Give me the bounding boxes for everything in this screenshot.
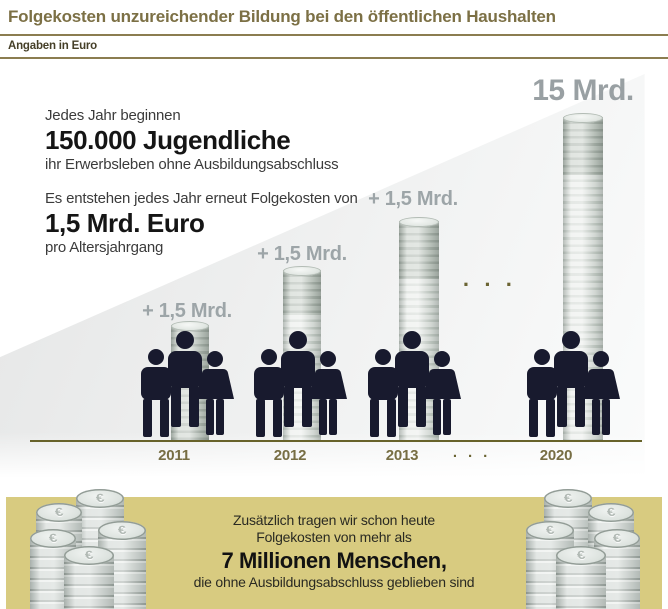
header-rule-top xyxy=(0,34,668,36)
intro-text: Jedes Jahr beginnen 150.000 Jugendliche … xyxy=(45,106,339,174)
total-label-2020: 15 Mrd. xyxy=(532,74,634,107)
euro-coin-stack: € xyxy=(556,546,606,609)
euro-symbol: € xyxy=(83,548,95,563)
coin-top-face xyxy=(399,217,439,227)
footer-line2: Folgekosten von mehr als xyxy=(256,529,412,545)
people-group-2020 xyxy=(519,323,623,441)
intro-highlight: 150.000 Jugendliche xyxy=(45,125,291,155)
coin-face: € xyxy=(526,521,574,540)
bar-label-2013: + 1,5 Mrd. xyxy=(368,188,458,210)
coin-face: € xyxy=(76,489,124,508)
euro-symbol: € xyxy=(47,531,59,546)
coin-face: € xyxy=(594,529,640,548)
people-icon xyxy=(527,331,620,437)
people-group-2013 xyxy=(360,323,464,441)
intro-line1: Jedes Jahr beginnen xyxy=(45,107,181,124)
footer-line1: Zusätzlich tragen wir schon heute xyxy=(233,512,435,528)
background-wedge-fade xyxy=(0,432,668,497)
header-rule-bottom xyxy=(0,57,668,59)
coin-top-face xyxy=(283,266,321,276)
people-group-2011 xyxy=(133,323,237,441)
coin-segment-dark xyxy=(399,221,439,279)
year-label-2011: 2011 xyxy=(158,447,190,464)
people-icon xyxy=(254,331,347,437)
coin-face: € xyxy=(64,546,114,565)
coin-face: € xyxy=(30,529,76,548)
footer-line4: die ohne Ausbildungsabschluss geblieben … xyxy=(193,574,475,590)
yearly-line3: pro Altersjahrgang xyxy=(45,239,164,256)
ellipsis-mid-chart: · · · xyxy=(462,272,518,297)
coin-face: € xyxy=(556,546,606,565)
units-note: Angaben in Euro xyxy=(8,40,98,52)
people-group-2012 xyxy=(246,323,350,441)
coin-face: € xyxy=(36,503,82,522)
coin-face: € xyxy=(98,521,146,540)
bar-label-2012: + 1,5 Mrd. xyxy=(257,243,347,265)
euro-symbol: € xyxy=(116,523,128,538)
euro-symbol: € xyxy=(575,548,587,563)
footer-highlight: 7 Millionen Menschen, xyxy=(221,548,447,573)
year-label-2013: 2013 xyxy=(385,447,419,464)
coin-top-face xyxy=(171,321,209,331)
axis-line xyxy=(30,440,642,442)
year-label-2020: 2020 xyxy=(539,447,573,464)
euro-symbol: € xyxy=(605,505,617,520)
page-title: Folgekosten unzureichender Bildung bei d… xyxy=(8,7,556,26)
coin-face: € xyxy=(588,503,634,522)
yearly-highlight: 1,5 Mrd. Euro xyxy=(45,208,205,238)
cost-growth-chart: Jedes Jahr beginnen 150.000 Jugendliche … xyxy=(0,60,668,497)
coin-face: € xyxy=(544,489,592,508)
ellipsis-axis: · · · xyxy=(452,448,492,465)
coin-top-face xyxy=(563,113,603,123)
euro-symbol: € xyxy=(611,531,623,546)
euro-symbol: € xyxy=(562,491,574,506)
euro-coin-stack: € xyxy=(64,546,114,609)
year-label-2012: 2012 xyxy=(273,447,307,464)
bar-label-2011: + 1,5 Mrd. xyxy=(142,300,232,322)
yearly-cost-text: Es entstehen jedes Jahr erneut Folgekost… xyxy=(45,189,358,257)
footer-text: Zusätzlich tragen wir schon heute Folgek… xyxy=(164,512,504,591)
intro-line3: ihr Erwerbsleben ohne Ausbildungsabschlu… xyxy=(45,156,339,173)
people-icon xyxy=(368,331,461,437)
euro-symbol: € xyxy=(53,505,65,520)
coin-segment-dark xyxy=(563,117,603,175)
yearly-line1: Es entstehen jedes Jahr erneut Folgekost… xyxy=(45,190,358,207)
coin-segment-dark xyxy=(283,270,321,315)
people-icon xyxy=(141,331,234,437)
euro-symbol: € xyxy=(94,491,106,506)
euro-symbol: € xyxy=(544,523,556,538)
